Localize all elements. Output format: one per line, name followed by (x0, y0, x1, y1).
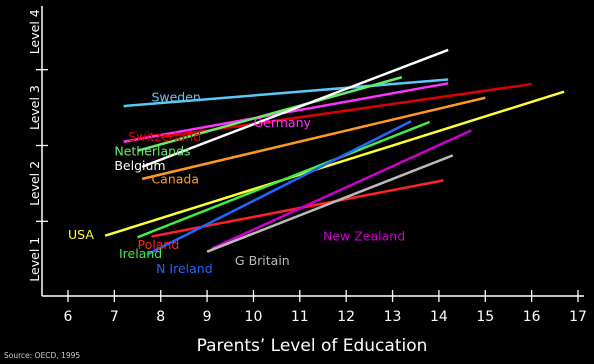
series-label-poland: Poland (138, 237, 180, 252)
series-line-belgium (141, 48, 449, 168)
x-tick-label: 6 (64, 309, 73, 325)
series-label-germany: Germany (253, 115, 311, 130)
y-level-label: Level 4 (27, 9, 42, 54)
y-level-label: Level 1 (27, 237, 42, 282)
source-note: Source: OECD, 1995 (4, 351, 80, 360)
x-tick-label: 9 (203, 309, 212, 325)
series-line-canada (141, 96, 486, 181)
series-label-netherlands: Netherlands (114, 144, 190, 159)
axes-group: 6 7 8 9 10 11 12 13 14 15 16 17 Level 1 Level 2 Level … (27, 6, 587, 325)
series-label-canada: Canada (151, 172, 199, 187)
series-label-usa: USA (68, 227, 94, 242)
series-lines (104, 48, 565, 256)
x-tick-label: 8 (156, 309, 165, 325)
x-axis-label: Parents’ Level of Education (197, 336, 428, 356)
series-line-new-zealand (211, 129, 472, 250)
series-line-g-britain (206, 154, 454, 253)
x-tick-label: 16 (523, 309, 541, 325)
x-tick-label: 10 (245, 309, 263, 325)
series-label-switzerland: Switzerland (128, 129, 201, 144)
series-label-ireland: Ireland (119, 246, 162, 261)
x-tick-label: 13 (384, 309, 402, 325)
series-line-sweden (123, 78, 449, 108)
series-line-netherlands (137, 76, 403, 153)
series-line-usa (104, 90, 565, 237)
x-tick-label: 15 (476, 309, 494, 325)
x-tick-label: 17 (569, 309, 587, 325)
series-label-new-zealand: New Zealand (323, 229, 405, 244)
series-label-sweden: Sweden (151, 90, 200, 105)
series-labels: Sweden Germany SwitzerlandNetherlandsBelgi… (68, 90, 405, 276)
series-label-belgium: Belgium (114, 158, 165, 173)
x-tick-label: 11 (291, 309, 309, 325)
series-label-n-ireland: N Ireland (156, 261, 213, 276)
series-line-n-ireland (146, 120, 412, 256)
x-tick-label: 14 (430, 309, 448, 325)
series-line-ireland (137, 120, 431, 239)
series-label-g-britain: G Britain (235, 253, 290, 268)
y-level-label: Level 3 (27, 85, 42, 130)
y-level-label: Level 2 (27, 161, 42, 206)
x-tick-label: 7 (110, 309, 119, 325)
x-tick-label: 12 (337, 309, 355, 325)
